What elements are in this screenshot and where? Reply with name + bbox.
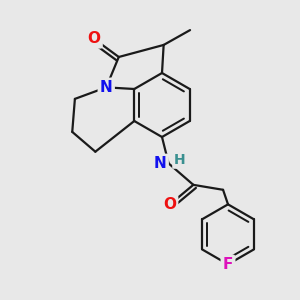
Text: F: F [223, 257, 233, 272]
Text: N: N [100, 80, 112, 95]
Text: N: N [154, 156, 167, 171]
Text: O: O [163, 197, 176, 212]
Text: O: O [88, 31, 100, 46]
Text: H: H [174, 153, 185, 167]
